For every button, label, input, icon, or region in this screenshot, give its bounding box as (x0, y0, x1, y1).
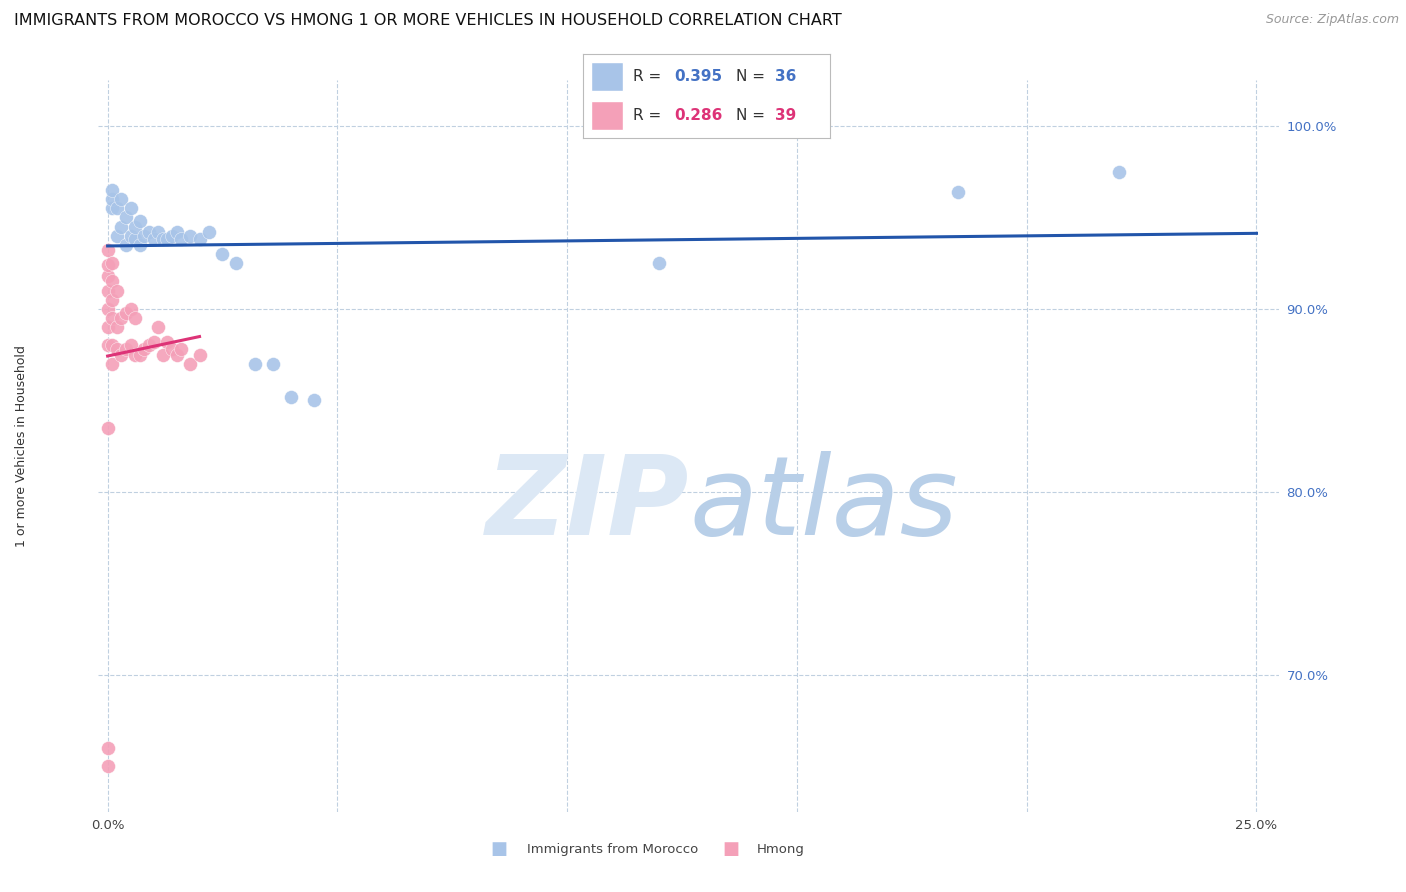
Point (124, 232, 146, 246)
FancyBboxPatch shape (591, 62, 623, 91)
Point (134, 342, 156, 356)
Point (101, 183, 124, 197)
Point (97, 268, 120, 283)
Point (115, 342, 138, 356)
Text: ■: ■ (723, 840, 740, 858)
Point (124, 310, 146, 325)
Text: ■: ■ (491, 840, 508, 858)
Point (101, 338, 124, 352)
Point (101, 256, 124, 270)
Point (97, 258, 120, 272)
Point (97, 320, 120, 334)
Point (946, 185, 969, 199)
Text: Hmong: Hmong (756, 843, 804, 855)
Point (160, 228, 183, 243)
Point (105, 320, 128, 334)
Point (124, 347, 146, 362)
Point (115, 237, 138, 252)
Point (134, 228, 156, 243)
Point (179, 228, 201, 243)
Point (128, 214, 150, 228)
Point (166, 225, 188, 239)
Point (105, 228, 128, 243)
Text: N =: N = (737, 108, 770, 123)
Point (105, 342, 128, 356)
Point (166, 347, 188, 362)
Point (120, 338, 142, 352)
Point (211, 247, 233, 261)
Text: IMMIGRANTS FROM MOROCCO VS HMONG 1 OR MORE VEHICLES IN HOUSEHOLD CORRELATION CHA: IMMIGRANTS FROM MOROCCO VS HMONG 1 OR MO… (14, 13, 842, 29)
Point (97, 244, 120, 258)
Point (115, 211, 138, 225)
Point (124, 219, 146, 234)
Text: 36: 36 (776, 69, 797, 84)
Point (138, 338, 160, 352)
Point (138, 225, 160, 239)
Point (101, 192, 124, 206)
Point (243, 357, 266, 371)
Point (304, 393, 326, 408)
Point (110, 347, 132, 362)
Point (156, 334, 179, 349)
Point (110, 310, 132, 325)
Point (105, 284, 128, 298)
Text: R =: R = (633, 108, 666, 123)
Point (97, 740, 120, 755)
Point (97, 284, 120, 298)
Point (197, 225, 219, 239)
Point (1108, 164, 1130, 178)
FancyBboxPatch shape (591, 101, 623, 130)
Text: atlas: atlas (689, 451, 957, 558)
Point (101, 274, 124, 288)
Point (97, 338, 120, 352)
Point (179, 357, 201, 371)
Point (120, 228, 142, 243)
Point (120, 201, 142, 215)
Text: Immigrants from Morocco: Immigrants from Morocco (527, 843, 699, 855)
Point (97, 420, 120, 434)
Point (101, 201, 124, 215)
Point (110, 192, 132, 206)
Text: 0.286: 0.286 (675, 108, 723, 123)
Point (142, 232, 165, 246)
Text: 39: 39 (776, 108, 797, 123)
Point (156, 232, 179, 246)
Point (152, 347, 174, 362)
Point (105, 201, 128, 215)
Point (280, 390, 302, 404)
Point (170, 342, 193, 356)
Point (120, 301, 142, 316)
Text: Source: ZipAtlas.com: Source: ZipAtlas.com (1265, 13, 1399, 27)
Point (170, 232, 193, 246)
Text: R =: R = (633, 69, 666, 84)
Point (128, 347, 150, 362)
Point (648, 256, 671, 270)
Text: 0.395: 0.395 (675, 69, 723, 84)
Text: ZIP: ZIP (485, 451, 689, 558)
Point (97, 759, 120, 773)
Point (101, 310, 124, 325)
Point (101, 357, 124, 371)
Point (110, 219, 132, 234)
Text: N =: N = (737, 69, 770, 84)
Point (115, 305, 138, 319)
Text: 1 or more Vehicles in Household: 1 or more Vehicles in Household (14, 345, 28, 547)
Point (188, 347, 211, 362)
Point (142, 334, 165, 349)
Point (146, 225, 169, 239)
Point (262, 357, 284, 371)
Point (97, 301, 120, 316)
Point (146, 320, 169, 334)
Point (160, 342, 183, 356)
Point (128, 237, 150, 252)
Point (152, 232, 174, 246)
Point (225, 256, 247, 270)
Point (188, 232, 211, 246)
Point (101, 293, 124, 307)
